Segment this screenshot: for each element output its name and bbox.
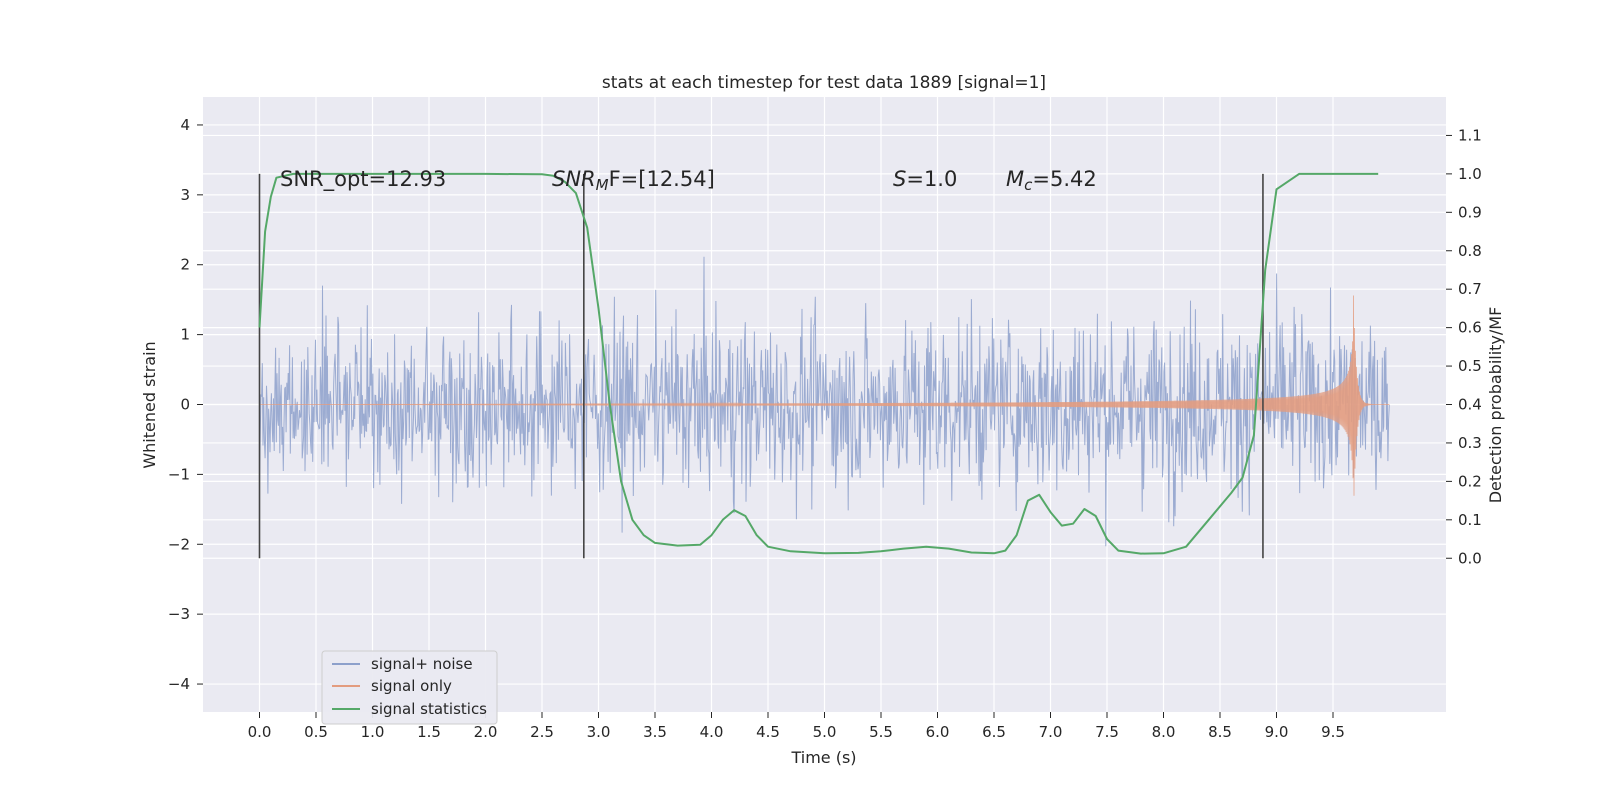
x-tick-label: 0.5 bbox=[304, 723, 328, 741]
chart-title: stats at each timestep for test data 188… bbox=[602, 73, 1046, 93]
y2-tick-label: 0.9 bbox=[1458, 203, 1482, 221]
y-tick-label: −2 bbox=[168, 535, 190, 553]
x-tick-label: 4.5 bbox=[756, 723, 780, 741]
mc-sub: c bbox=[1024, 176, 1033, 194]
y2-tick-label: 1.1 bbox=[1458, 126, 1482, 144]
x-tick-label: 1.5 bbox=[417, 723, 441, 741]
y-tick-label: −1 bbox=[168, 465, 190, 483]
snr-mf-rest: F=[12.54] bbox=[609, 167, 715, 191]
y-tick-label: 1 bbox=[180, 326, 190, 344]
y-tick-label: 0 bbox=[180, 396, 190, 414]
x-tick-label: 5.5 bbox=[869, 723, 893, 741]
y2-tick-label: 0.4 bbox=[1458, 396, 1482, 414]
x-tick-label: 8.0 bbox=[1152, 723, 1176, 741]
x-tick-label: 6.5 bbox=[982, 723, 1006, 741]
mc-label: M bbox=[1006, 167, 1024, 191]
y2-tick-label: 0.3 bbox=[1458, 434, 1482, 452]
x-tick-label: 2.0 bbox=[474, 723, 498, 741]
y-axis-ticks: −4 −3 −2 −1 0 1 2 3 4 bbox=[168, 116, 203, 693]
annotation-snr-mf: SNRMF=[12.54] bbox=[552, 167, 715, 194]
y2-tick-label: 1.0 bbox=[1458, 165, 1482, 183]
x-tick-label: 4.0 bbox=[700, 723, 724, 741]
y-tick-label: −4 bbox=[168, 675, 190, 693]
series-signal-statistics bbox=[258, 172, 1379, 555]
y-tick-label: 2 bbox=[180, 256, 190, 274]
series-signal-only bbox=[259, 295, 1390, 496]
x-tick-label: 9.0 bbox=[1265, 723, 1289, 741]
mc-rest: =5.42 bbox=[1032, 167, 1096, 191]
s-label: S bbox=[893, 167, 906, 191]
annotation-s: S=1.0 bbox=[893, 167, 957, 191]
legend-label-signal-statistics: signal statistics bbox=[371, 700, 487, 718]
legend-label-signal-noise: signal+ noise bbox=[371, 655, 473, 673]
x-tick-label: 6.0 bbox=[926, 723, 950, 741]
signal-statistics-line bbox=[258, 172, 1379, 555]
y2-tick-label: 0.1 bbox=[1458, 511, 1482, 529]
x-tick-label: 0.0 bbox=[248, 723, 272, 741]
y2-tick-label: 0.6 bbox=[1458, 319, 1482, 337]
x-tick-label: 7.5 bbox=[1095, 723, 1119, 741]
y2-tick-label: 0.8 bbox=[1458, 242, 1482, 260]
legend: signal+ noise signal only signal statist… bbox=[321, 650, 498, 725]
x-tick-label: 8.5 bbox=[1208, 723, 1232, 741]
y2-tick-label: 0.2 bbox=[1458, 472, 1482, 490]
x-tick-label: 7.0 bbox=[1039, 723, 1063, 741]
x-tick-label: 3.0 bbox=[587, 723, 611, 741]
y-tick-label: 4 bbox=[180, 116, 190, 134]
y2-tick-label: 0.7 bbox=[1458, 280, 1482, 298]
x-tick-label: 5.0 bbox=[813, 723, 837, 741]
vertical-markers bbox=[258, 173, 1264, 559]
legend-box bbox=[321, 650, 498, 725]
y2-tick-label: 0.0 bbox=[1458, 549, 1482, 567]
snr-mf-sub: M bbox=[596, 176, 609, 194]
y2-axis-label: Detection probability/MF bbox=[1486, 307, 1505, 504]
s-rest: =1.0 bbox=[906, 167, 957, 191]
y-tick-label: −3 bbox=[168, 605, 190, 623]
signal-only-line bbox=[259, 295, 1390, 496]
annotation-mc: Mc=5.42 bbox=[1006, 167, 1097, 194]
x-axis-label: Time (s) bbox=[790, 748, 856, 767]
y2-axis-ticks: 0.0 0.1 0.2 0.3 0.4 0.5 0.6 0.7 0.8 0.9 1.0 1.1 bbox=[1446, 126, 1482, 567]
x-tick-label: 9.5 bbox=[1321, 723, 1345, 741]
signal-noise-line bbox=[259, 256, 1390, 547]
snr-mf-label: SNR bbox=[552, 167, 596, 191]
x-tick-label: 2.5 bbox=[530, 723, 554, 741]
x-tick-label: 1.0 bbox=[361, 723, 385, 741]
y-axis-label: Whitened strain bbox=[140, 341, 159, 468]
series-signal-noise bbox=[259, 256, 1390, 547]
legend-label-signal-only: signal only bbox=[371, 677, 452, 695]
y2-tick-label: 0.5 bbox=[1458, 357, 1482, 375]
x-tick-label: 3.5 bbox=[643, 723, 667, 741]
x-axis-ticks: 0.0 0.5 1.0 1.5 2.0 2.5 3.0 3.5 4.0 4.5 5.0 5.5 6.0 6… bbox=[248, 712, 1345, 741]
annotation-snr-opt: SNR_opt=12.93 bbox=[280, 167, 446, 192]
y-tick-label: 3 bbox=[180, 186, 190, 204]
